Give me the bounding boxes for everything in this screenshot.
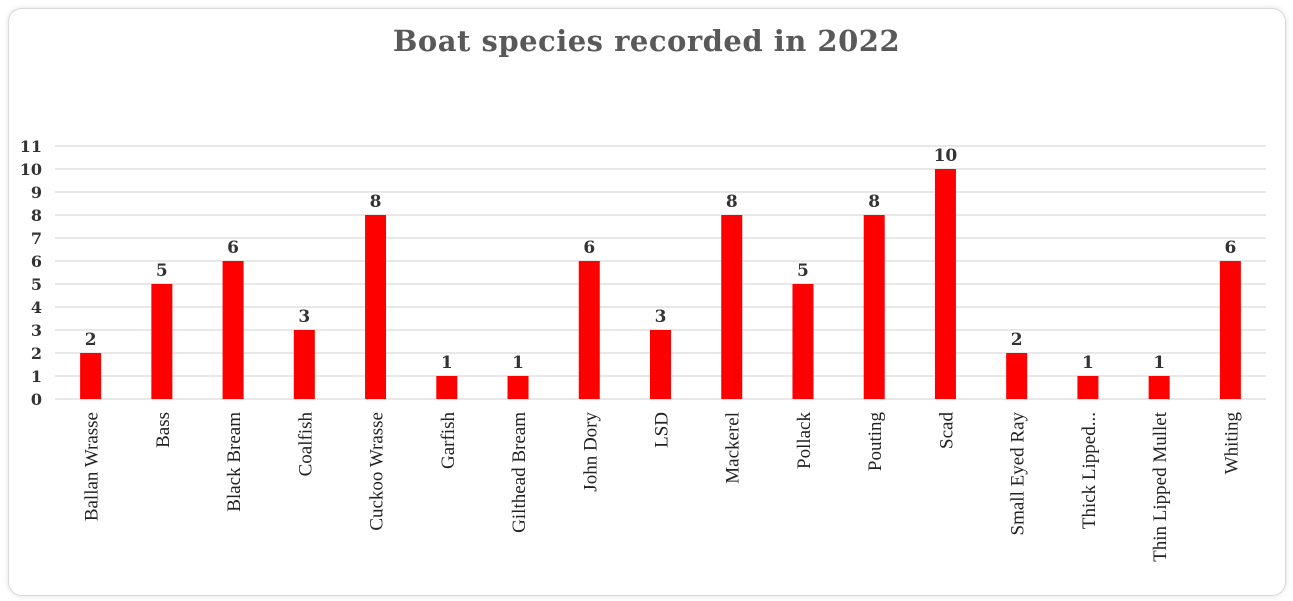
x-tick-label: Mackerel xyxy=(723,412,744,484)
bar xyxy=(721,215,743,399)
chart-frame xyxy=(8,8,1286,596)
y-tick-label: 2 xyxy=(31,344,42,363)
bar xyxy=(1219,261,1241,399)
bar xyxy=(863,215,885,399)
bar xyxy=(507,376,529,399)
x-tick-label: Coalfish xyxy=(295,412,316,477)
data-label: 1 xyxy=(1082,353,1094,373)
x-tick-label: Thick Lipped... xyxy=(1079,412,1100,529)
x-tick-label: John Dory xyxy=(580,412,601,492)
x-tick-label: Black Bream xyxy=(224,412,245,512)
data-label: 5 xyxy=(156,261,168,281)
y-tick-label: 1 xyxy=(31,367,42,386)
data-label: 8 xyxy=(726,192,738,212)
y-tick-label: 10 xyxy=(20,160,42,179)
x-tick-label: Thin Lipped Mullet xyxy=(1150,411,1171,562)
x-tick-label: Cuckoo Wrasse xyxy=(367,412,388,531)
bar xyxy=(293,330,315,399)
bar xyxy=(1148,376,1170,399)
data-labels: 2 5 6 3 8 1 1 6 3 8 5 8 10 2 1 1 6 xyxy=(85,146,1237,373)
y-tick-label: 9 xyxy=(31,183,42,202)
data-label: 6 xyxy=(227,238,239,258)
bar xyxy=(436,376,458,399)
y-tick-label: 0 xyxy=(31,390,42,409)
bar xyxy=(1006,353,1028,399)
data-label: 6 xyxy=(1224,238,1236,258)
x-tick-label: Whiting xyxy=(1221,412,1242,475)
gridlines xyxy=(55,145,1266,400)
bar xyxy=(650,330,671,399)
data-label: 5 xyxy=(797,261,809,281)
bar xyxy=(80,353,102,399)
bars xyxy=(80,169,1241,399)
y-tick-label: 6 xyxy=(31,252,42,271)
x-tick-label: Bass xyxy=(153,412,174,448)
data-label: 3 xyxy=(655,307,667,327)
data-label: 2 xyxy=(1011,330,1023,350)
y-tick-label: 11 xyxy=(20,137,42,156)
y-axis-ticks: 0 1 2 3 4 5 6 7 8 9 10 11 xyxy=(20,137,42,409)
x-tick-label: Garfish xyxy=(438,412,459,469)
data-label: 8 xyxy=(370,192,382,212)
y-tick-label: 5 xyxy=(31,275,42,294)
bar xyxy=(1077,376,1099,399)
x-tick-label: Gilthead Bream xyxy=(509,412,530,533)
y-tick-label: 4 xyxy=(31,298,42,317)
x-tick-label: Scad xyxy=(936,412,957,449)
data-label: 1 xyxy=(512,353,524,373)
x-tick-label: LSD xyxy=(652,412,673,448)
y-tick-label: 7 xyxy=(31,229,42,248)
bar xyxy=(578,261,600,399)
x-tick-label: Pouting xyxy=(865,412,886,472)
data-label: 1 xyxy=(441,353,453,373)
bar xyxy=(222,261,244,399)
y-tick-label: 8 xyxy=(31,206,42,225)
data-label: 8 xyxy=(868,192,880,212)
bar xyxy=(792,284,814,399)
x-tick-label: Pollack xyxy=(794,412,815,469)
x-tick-label: Ballan Wrasse xyxy=(82,412,103,521)
bar xyxy=(934,169,956,399)
x-axis-ticks: Ballan Wrasse Bass Black Bream Coalfish Cuck… xyxy=(82,411,1243,562)
data-label: 10 xyxy=(934,146,958,166)
bar xyxy=(151,284,173,399)
y-tick-label: 3 xyxy=(31,321,42,340)
data-label: 1 xyxy=(1153,353,1165,373)
bar xyxy=(365,215,387,399)
x-tick-label: Small Eyed Ray xyxy=(1008,412,1029,536)
data-label: 3 xyxy=(298,307,310,327)
data-label: 6 xyxy=(583,238,595,258)
chart-title: Boat species recorded in 2022 xyxy=(392,24,901,58)
data-label: 2 xyxy=(85,330,97,350)
